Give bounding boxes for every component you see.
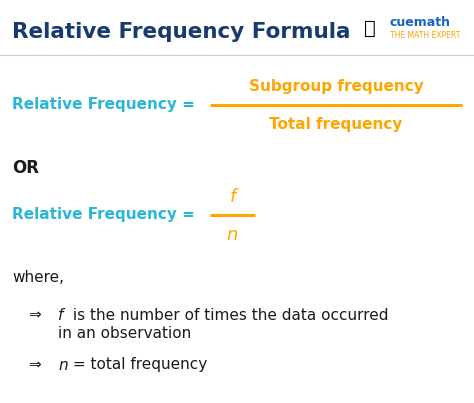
- Text: in an observation: in an observation: [58, 326, 191, 341]
- Text: 🚀: 🚀: [364, 19, 376, 37]
- Text: Total frequency: Total frequency: [269, 118, 403, 133]
- Text: THE MATH EXPERT: THE MATH EXPERT: [390, 31, 460, 40]
- Text: where,: where,: [12, 270, 64, 285]
- Text: n: n: [58, 357, 68, 372]
- Text: n: n: [227, 226, 238, 244]
- Text: f: f: [229, 188, 236, 206]
- Text: Relative Frequency Formula: Relative Frequency Formula: [12, 22, 350, 42]
- Text: ⇒: ⇒: [28, 357, 41, 372]
- Text: Relative Frequency =: Relative Frequency =: [12, 208, 195, 222]
- Text: OR: OR: [12, 159, 39, 177]
- Text: Subgroup frequency: Subgroup frequency: [249, 79, 423, 94]
- Text: is the number of times the data occurred: is the number of times the data occurred: [68, 307, 389, 322]
- Text: = total frequency: = total frequency: [68, 357, 207, 372]
- Text: ⇒: ⇒: [28, 307, 41, 322]
- Text: f: f: [58, 307, 64, 322]
- Text: cuemath: cuemath: [390, 15, 451, 29]
- Text: Relative Frequency =: Relative Frequency =: [12, 98, 195, 112]
